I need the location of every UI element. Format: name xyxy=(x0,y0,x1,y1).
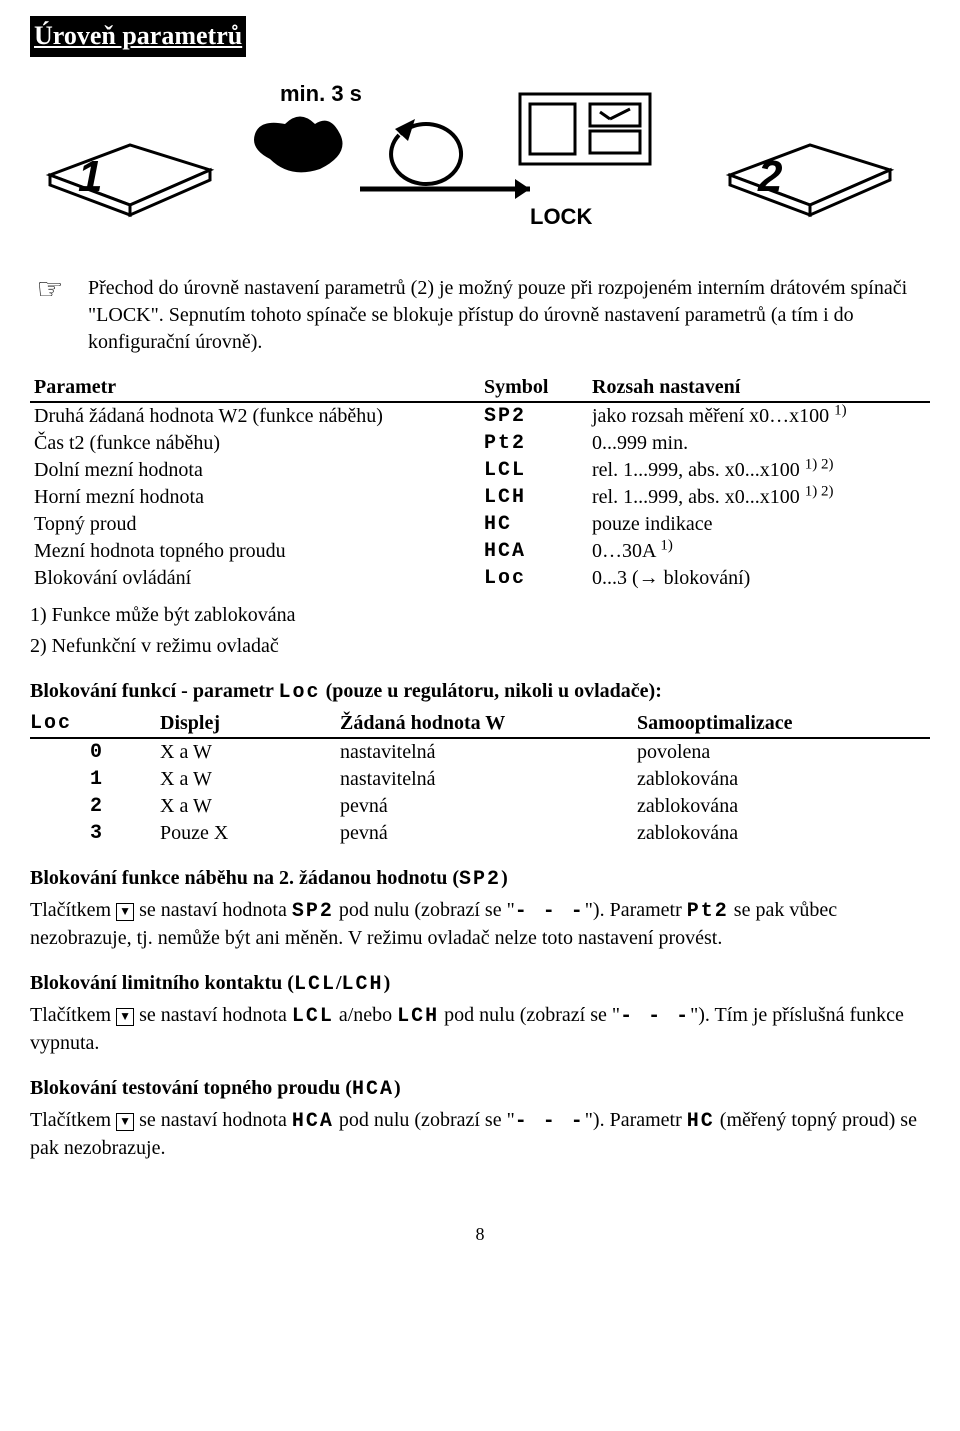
table-row: 3Pouze Xpevnázablokována xyxy=(30,820,930,847)
sec4-body: Tlačítkem ▼ se nastaví hodnota HCA pod n… xyxy=(30,1107,930,1162)
th-zadana: Žádaná hodnota W xyxy=(336,710,633,738)
note-text: Přechod do úrovně nastavení parametrů (2… xyxy=(88,275,930,356)
table-row: Topný proud HC pouze indikace xyxy=(30,511,930,538)
sec3-body: Tlačítkem ▼ se nastaví hodnota LCL a/neb… xyxy=(30,1002,930,1057)
sec2-heading: Blokování funkce náběhu na 2. žádanou ho… xyxy=(30,865,930,893)
cell: Topný proud xyxy=(30,511,480,538)
table-row: 0X a Wnastavitelnápovolena xyxy=(30,738,930,766)
diagram: 1 min. 3 s LOCK 2 xyxy=(30,75,930,255)
cell: Pt2 xyxy=(480,430,588,457)
cell: pouze indikace xyxy=(588,511,930,538)
cell: Dolní mezní hodnota xyxy=(30,457,480,484)
cell: Horní mezní hodnota xyxy=(30,484,480,511)
down-icon: ▼ xyxy=(116,1113,134,1131)
sec4-heading: Blokování testování topného proudu (HCA) xyxy=(30,1075,930,1103)
cell: HC xyxy=(480,511,588,538)
table-row: Horní mezní hodnota LCH rel. 1...999, ab… xyxy=(30,484,930,511)
table-row: Dolní mezní hodnota LCL rel. 1...999, ab… xyxy=(30,457,930,484)
cell: LCL xyxy=(480,457,588,484)
cell: LCH xyxy=(480,484,588,511)
cell: Mezní hodnota topného proudu xyxy=(30,538,480,565)
down-icon: ▼ xyxy=(116,903,134,921)
table-row: Druhá žádaná hodnota W2 (funkce náběhu) … xyxy=(30,402,930,430)
th-rozsah: Rozsah nastavení xyxy=(588,374,930,402)
th-samo: Samooptimalizace xyxy=(633,710,930,738)
tile-2-number: 2 xyxy=(758,147,782,206)
footnote-2: 2) Nefunkční v režimu ovladač xyxy=(30,633,930,660)
hand-icon: ☞ xyxy=(30,275,70,305)
table-row: 2X a Wpevnázablokována xyxy=(30,793,930,820)
cell: Loc xyxy=(480,565,588,592)
loc-heading: Blokování funkcí - parametr Loc (pouze u… xyxy=(30,678,930,706)
sec3-heading: Blokování limitního kontaktu (LCL/LCH) xyxy=(30,970,930,998)
th-loc: Loc xyxy=(30,710,156,738)
lock-label: LOCK xyxy=(530,204,592,229)
parameter-table: Parametr Symbol Rozsah nastavení Druhá ž… xyxy=(30,374,930,592)
th-parametr: Parametr xyxy=(30,374,480,402)
table-row: Mezní hodnota topného proudu HCA 0…30A 1… xyxy=(30,538,930,565)
cell: SP2 xyxy=(480,402,588,430)
tile-1-number: 1 xyxy=(78,147,102,206)
cell: rel. 1...999, abs. x0...x100 1) 2) xyxy=(588,484,930,511)
cell: 0...3 (→ blokování) xyxy=(588,565,930,592)
cell: Čas t2 (funkce náběhu) xyxy=(30,430,480,457)
th-displej: Displej xyxy=(156,710,336,738)
cell: Blokování ovládání xyxy=(30,565,480,592)
loc-table: Loc Displej Žádaná hodnota W Samooptimal… xyxy=(30,710,930,847)
table-row: Čas t2 (funkce náběhu) Pt2 0...999 min. xyxy=(30,430,930,457)
table-row: Blokování ovládání Loc 0...3 (→ blokován… xyxy=(30,565,930,592)
th-symbol: Symbol xyxy=(480,374,588,402)
cell: HCA xyxy=(480,538,588,565)
page-number: 8 xyxy=(30,1222,930,1246)
sec2-body: Tlačítkem ▼ se nastaví hodnota SP2 pod n… xyxy=(30,897,930,952)
down-icon: ▼ xyxy=(116,1008,134,1026)
page-title: Úroveň parametrů xyxy=(30,16,246,57)
footnote-1: 1) Funkce může být zablokována xyxy=(30,602,930,629)
cell: rel. 1...999, abs. x0...x100 1) 2) xyxy=(588,457,930,484)
table-row: 1X a Wnastavitelnázablokována xyxy=(30,766,930,793)
min3s-label: min. 3 s xyxy=(280,81,362,106)
cell: jako rozsah měření x0…x100 1) xyxy=(588,402,930,430)
cell: Druhá žádaná hodnota W2 (funkce náběhu) xyxy=(30,402,480,430)
cell: 0...999 min. xyxy=(588,430,930,457)
cell: 0…30A 1) xyxy=(588,538,930,565)
